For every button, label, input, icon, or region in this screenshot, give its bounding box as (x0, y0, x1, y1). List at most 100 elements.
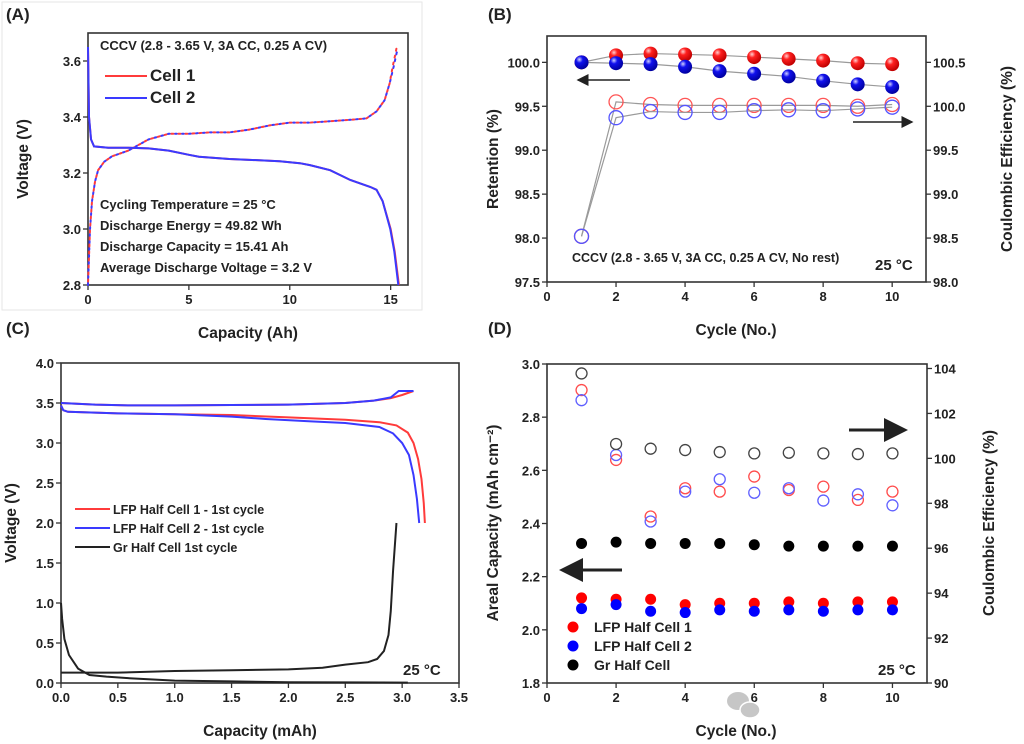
data-point (574, 55, 589, 70)
x-tick-label: 1.0 (166, 690, 184, 705)
data-point (575, 367, 588, 380)
data-point (642, 103, 659, 120)
legend-label: LFP Half Cell 1 - 1st cycle (113, 503, 264, 517)
data-point (575, 383, 588, 397)
data-point (851, 447, 865, 461)
y-tick-label: 99.5 (515, 99, 540, 114)
x-tick-label: 8 (820, 690, 827, 705)
data-point (713, 485, 726, 498)
x-axis-label: Capacity (Ah) (198, 325, 298, 342)
y-axis-label: Areal Capacity (mAh cm⁻²) (485, 425, 502, 622)
y-tick-label: 2.8 (522, 410, 540, 425)
y2-tick-label: 98.0 (933, 275, 958, 290)
y2-tick-label: 98 (934, 496, 948, 511)
data-point (886, 596, 898, 608)
annotation: Average Discharge Voltage = 3.2 V (100, 260, 312, 275)
data-point (817, 597, 829, 609)
data-point (644, 515, 657, 528)
data-point (712, 48, 727, 63)
x-tick-label: 2.0 (279, 690, 297, 705)
data-point (782, 482, 795, 495)
x-tick-label: 2 (612, 289, 619, 304)
y-tick-label: 1.8 (522, 676, 540, 691)
y2-tick-label: 92 (934, 631, 948, 646)
data-point (748, 470, 761, 483)
y-axis-label: Retention (%) (485, 109, 502, 209)
data-point (852, 540, 864, 552)
y-tick-label: 100.0 (507, 55, 540, 70)
series-line (87, 46, 398, 286)
y-tick-label: 3.5 (36, 396, 54, 411)
y-tick-label: 97.5 (515, 275, 540, 290)
x-tick-label: 0 (543, 690, 550, 705)
data-point (608, 94, 624, 110)
data-point (679, 482, 692, 495)
data-point (748, 597, 760, 609)
series-line (60, 390, 414, 407)
y-tick-label: 2.5 (36, 476, 54, 491)
y-tick-label: 0.5 (36, 636, 54, 651)
data-point (852, 596, 864, 608)
series-line (60, 602, 408, 684)
x-axis-label: Cycle (No.) (696, 322, 777, 339)
data-point (783, 596, 795, 608)
data-point (679, 485, 692, 498)
data-point (714, 604, 726, 616)
y2-tick-label: 100.0 (933, 99, 966, 114)
series-line (580, 106, 893, 237)
data-point (816, 53, 831, 68)
legend-label: Gr Half Cell (594, 657, 670, 673)
data-point (746, 97, 762, 114)
y2-tick-label: 98.5 (933, 231, 958, 246)
data-point (610, 536, 622, 548)
y-tick-label: 2.2 (522, 570, 540, 585)
panel-a-border (1, 1, 423, 311)
y-tick-label: 4.0 (36, 356, 54, 371)
data-point (850, 101, 866, 117)
series-line (581, 61, 893, 88)
y-axis-label: Voltage (V) (3, 483, 20, 563)
y2-tick-label: 104 (934, 361, 956, 376)
plot-frame (546, 363, 928, 684)
data-point (748, 486, 761, 499)
data-point (783, 540, 795, 552)
watermark (727, 692, 761, 719)
data-point (748, 447, 761, 460)
y-tick-label: 2.6 (522, 463, 540, 478)
data-point (747, 66, 762, 81)
y-tick-label: 3.0 (63, 222, 81, 237)
x-tick-label: 10 (283, 292, 297, 307)
data-point (886, 604, 898, 616)
x-tick-label: 3.0 (393, 690, 411, 705)
y2-axis-label: Coulombic Efficiency (%) (981, 430, 998, 616)
series-line (60, 404, 421, 524)
data-point (609, 437, 623, 451)
y-tick-label: 99.0 (515, 143, 540, 158)
data-point (850, 77, 865, 92)
data-point (748, 539, 760, 551)
y2-tick-label: 99.0 (933, 187, 958, 202)
data-point (886, 485, 899, 498)
y2-tick-label: 100.5 (933, 55, 966, 70)
x-tick-label: 0 (84, 292, 91, 307)
y2-tick-label: 99.5 (933, 143, 958, 158)
x-tick-label: 10 (885, 690, 899, 705)
y-tick-label: 98.5 (515, 187, 540, 202)
data-point (817, 480, 830, 493)
data-point (781, 51, 796, 66)
legend-label: Cell 2 (150, 88, 195, 107)
data-point (714, 537, 726, 549)
data-point (885, 57, 900, 72)
legend-marker (567, 659, 579, 671)
annotation: Discharge Energy = 49.82 Wh (100, 218, 282, 233)
series-line (60, 390, 414, 407)
y-tick-label: 1.0 (36, 596, 54, 611)
data-point (817, 540, 829, 552)
data-point (678, 47, 693, 62)
y2-axis-label: Coulombic Efficiency (%) (999, 66, 1016, 252)
data-point (851, 493, 865, 507)
y-tick-label: 3.2 (63, 166, 81, 181)
x-tick-label: 0.5 (109, 690, 127, 705)
data-point (609, 56, 624, 71)
